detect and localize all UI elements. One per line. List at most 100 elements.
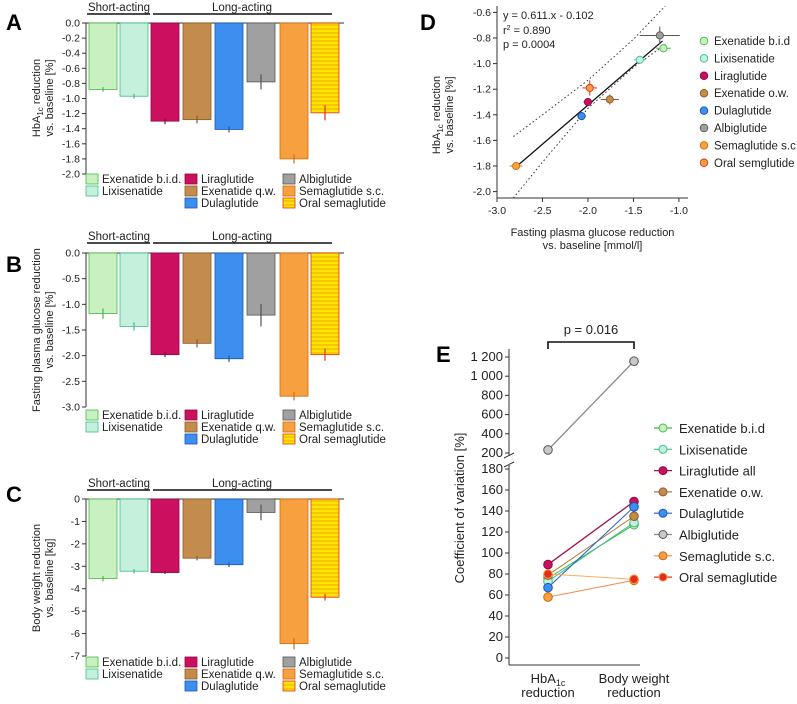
legend-swatch	[282, 668, 296, 680]
text-span: HbA	[531, 671, 557, 686]
legend-marker	[658, 444, 668, 454]
legend-swatch	[184, 421, 198, 433]
text-span: r	[503, 25, 507, 37]
legend-label: Liraglutide	[201, 657, 254, 669]
y-tick-label: -1.6	[62, 138, 80, 150]
legend-label: Oral semaglutide	[299, 434, 386, 446]
y-tick-label: -4	[71, 583, 80, 595]
legend-label: Dulaglutide	[714, 106, 772, 118]
series-line	[547, 522, 635, 582]
y-tick-label: -0.6	[62, 63, 80, 75]
data-point	[585, 83, 594, 92]
series-line	[547, 501, 635, 566]
y-tick-label: -6	[71, 628, 80, 640]
x-axis-label-line2: vs. baseline [mmol/l]	[543, 240, 643, 252]
y-tick-label: 180	[481, 461, 503, 476]
bar	[119, 498, 149, 572]
y-tick-label: -1.8	[473, 161, 491, 173]
legend-swatch	[184, 433, 198, 445]
y-tick-label: 600	[481, 407, 503, 422]
data-point	[635, 55, 644, 64]
data-point	[543, 445, 553, 455]
y-tick-label: -0.5	[62, 273, 80, 285]
legend-label: Dulaglutide	[201, 198, 259, 210]
legend-swatch	[282, 409, 296, 421]
legend-marker	[658, 572, 668, 582]
y-axis-label: Body weight reductionvs. baseline [kg]	[31, 524, 56, 632]
x-category-label-line2: reduction	[607, 685, 660, 700]
bar	[214, 22, 244, 130]
legend-label: Liraglutide	[201, 410, 254, 422]
legend-swatch	[85, 668, 99, 680]
r-squared: r2 = 0.890	[503, 25, 551, 37]
y-tick-label: -0.4	[62, 48, 80, 60]
legend-label: Albiglutide	[299, 174, 352, 186]
group-label-long: Long-acting	[212, 231, 272, 243]
y-tick-label: -2.0	[62, 350, 80, 362]
legend-label: Semaglutide s.c.	[299, 669, 384, 681]
x-tick-label: -1.5	[624, 205, 642, 217]
legend-marker	[699, 71, 709, 81]
legend-label: Liraglutide	[201, 174, 254, 186]
y-tick-label: -1.0	[473, 58, 491, 70]
legend-marker	[658, 423, 668, 433]
legend-label: Exenatide b.i.d.	[102, 410, 181, 422]
text-span: vs. baseline [kg]	[44, 539, 56, 618]
legend-label: Albiglutide	[299, 410, 352, 422]
regression-equation: y = 0.611.x - 0.102	[503, 10, 594, 22]
axis-break-mark	[503, 452, 515, 459]
legend-label: Lixisenatide	[102, 422, 163, 434]
y-tick-label: 40	[489, 608, 503, 623]
legend-label: Lixisenatide	[102, 669, 163, 681]
y-tick-label: -1.2	[473, 84, 491, 96]
y-tick-label: 400	[481, 426, 503, 441]
legend-label: Semaglutide s.c.	[299, 422, 384, 434]
data-point	[543, 569, 553, 579]
y-axis-label: HbA1c reductionvs. baseline [%]	[431, 76, 456, 154]
legend-swatch	[85, 656, 99, 668]
legend-label: Exenatide q.w.	[201, 186, 276, 198]
y-tick-label: -1.2	[62, 108, 80, 120]
data-point	[629, 356, 639, 367]
data-point	[605, 95, 614, 104]
legend-label: Dulaglutide	[679, 506, 744, 521]
legend-label: Albiglutide	[714, 123, 767, 135]
y-tick-label: -5	[71, 606, 80, 618]
text-span: 2	[507, 25, 511, 32]
series-line	[547, 360, 635, 451]
legend-marker	[699, 123, 709, 133]
legend-marker	[658, 508, 668, 518]
legend-label: Exenatide b.i.d	[714, 36, 790, 48]
legend-swatch	[184, 409, 198, 421]
bar	[150, 498, 180, 573]
bar	[119, 252, 149, 327]
group-label-short: Short-acting	[88, 478, 150, 490]
bar	[182, 498, 212, 559]
y-tick-label: -2.0	[473, 186, 491, 198]
y-tick-label: 60	[489, 587, 503, 602]
bar	[182, 22, 212, 121]
y-tick-label: 160	[481, 482, 503, 497]
group-label-short: Short-acting	[88, 2, 150, 14]
y-tick-label: 100	[481, 545, 503, 560]
bar	[150, 22, 180, 122]
x-tick-label: -2.0	[579, 205, 597, 217]
legend-swatch	[282, 421, 296, 433]
bar	[279, 252, 309, 397]
text-span: reduction	[431, 76, 443, 124]
data-point	[543, 582, 553, 593]
y-tick-label: 120	[481, 524, 503, 539]
data-point	[577, 112, 586, 121]
series-line	[547, 579, 635, 598]
text-span: Fasting plasma glucose reduction	[31, 248, 43, 412]
legend-swatch	[85, 185, 99, 197]
x-category-label-line2: reduction	[521, 685, 574, 700]
legend-marker	[699, 158, 709, 168]
legend-swatch	[184, 656, 198, 668]
y-tick-label: -2.0	[62, 169, 80, 181]
y-tick-label: 140	[481, 503, 503, 518]
text-span: vs. baseline [%]	[44, 59, 56, 136]
legend-label: Liraglutide all	[679, 464, 756, 479]
